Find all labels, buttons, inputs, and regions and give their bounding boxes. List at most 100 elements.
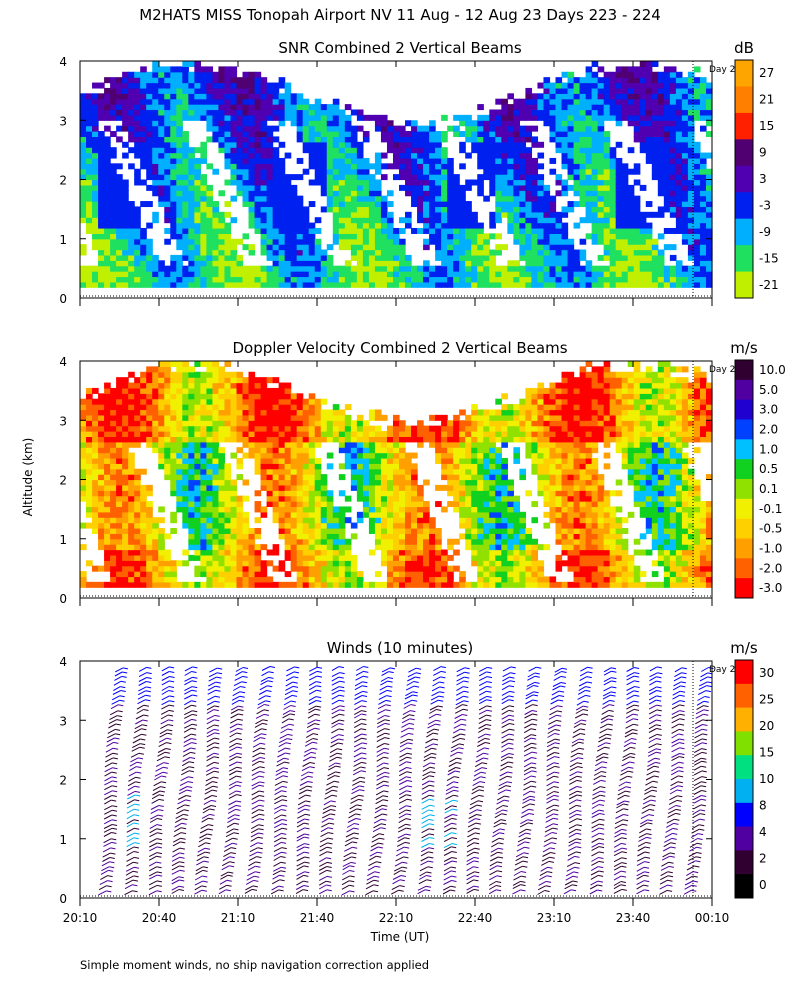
heatmap-cell	[555, 174, 563, 181]
heatmap-cell	[338, 238, 346, 245]
heatmap-cell	[663, 157, 671, 164]
heatmap-cell	[170, 114, 177, 121]
heatmap-cell	[489, 184, 496, 191]
heatmap-cell	[122, 495, 129, 502]
heatmap-cell	[296, 554, 304, 561]
heatmap-cell	[290, 565, 298, 572]
heatmap-cell	[356, 109, 364, 116]
heatmap-cell	[188, 276, 195, 283]
heatmap-cell	[200, 281, 207, 288]
heatmap-cell	[525, 190, 533, 197]
heatmap-cell	[230, 452, 238, 459]
heatmap-cell	[326, 565, 334, 572]
heatmap-cell	[176, 382, 183, 389]
heatmap-cell	[224, 120, 232, 127]
heatmap-cell	[212, 87, 220, 94]
heatmap-cell	[543, 244, 551, 251]
heatmap-cell	[356, 190, 364, 197]
heatmap-cell	[669, 201, 677, 208]
heatmap-cell	[362, 249, 370, 256]
heatmap-cell	[284, 538, 292, 545]
heatmap-cell	[585, 147, 593, 154]
heatmap-cell	[212, 131, 220, 138]
heatmap-cell	[86, 404, 93, 411]
heatmap-cell	[176, 227, 183, 234]
heatmap-cell	[308, 163, 316, 170]
heatmap-cell	[368, 217, 376, 224]
heatmap-cell	[140, 238, 147, 245]
heatmap-cell	[176, 506, 183, 513]
heatmap-cell	[693, 141, 701, 148]
heatmap-cell	[128, 382, 135, 389]
heatmap-cell	[525, 114, 533, 121]
heatmap-cell	[170, 77, 177, 84]
heatmap-cell	[104, 238, 111, 245]
heatmap-cell	[152, 431, 159, 438]
heatmap-cell	[435, 190, 442, 197]
heatmap-cell	[338, 560, 346, 567]
heatmap-cell	[230, 581, 238, 588]
heatmap-cell	[639, 136, 647, 143]
heatmap-cell	[206, 163, 214, 170]
heatmap-cell	[555, 147, 563, 154]
heatmap-cell	[489, 147, 496, 154]
heatmap-cell	[134, 387, 141, 394]
heatmap-cell	[176, 361, 183, 367]
heatmap-cell	[176, 420, 183, 427]
heatmap-cell	[290, 468, 298, 475]
heatmap-cell	[495, 120, 502, 127]
heatmap-cell	[92, 227, 99, 234]
heatmap-cell	[260, 222, 268, 229]
heatmap-cell	[681, 163, 689, 170]
heatmap-cell	[669, 77, 677, 84]
heatmap-cell	[230, 271, 238, 278]
heatmap-cell	[188, 479, 195, 486]
heatmap-cell	[338, 276, 346, 283]
heatmap-cell	[639, 265, 647, 272]
heatmap-cell	[350, 168, 358, 175]
heatmap-cell	[92, 114, 99, 121]
heatmap-cell	[386, 533, 394, 540]
heatmap-cell	[188, 452, 195, 459]
heatmap-cell	[362, 168, 370, 175]
heatmap-cell	[284, 398, 292, 405]
heatmap-cell	[152, 409, 159, 416]
heatmap-cell	[633, 276, 641, 283]
heatmap-cell	[248, 168, 256, 175]
heatmap-cell	[477, 184, 484, 191]
heatmap-cell	[501, 98, 508, 105]
heatmap-cell	[158, 87, 165, 94]
heatmap-cell	[543, 201, 551, 208]
heatmap-cell	[206, 120, 214, 127]
heatmap-cell	[344, 260, 352, 267]
heatmap-cell	[332, 533, 340, 540]
heatmap-cell	[399, 147, 406, 154]
heatmap-cell	[483, 136, 490, 143]
heatmap-cell	[218, 249, 226, 256]
heatmap-cell	[248, 527, 256, 534]
heatmap-cell	[561, 152, 569, 159]
heatmap-cell	[110, 517, 117, 524]
heatmap-cell	[188, 211, 195, 218]
heatmap-cell	[326, 495, 334, 502]
heatmap-cell	[254, 93, 262, 100]
heatmap-cell	[206, 511, 214, 518]
heatmap-cell	[206, 387, 214, 394]
heatmap-cell	[200, 265, 207, 272]
heatmap-cell	[266, 217, 274, 224]
heatmap-cell	[254, 436, 262, 443]
heatmap-cell	[254, 179, 262, 186]
heatmap-cell	[278, 479, 286, 486]
heatmap-cell	[218, 66, 226, 73]
heatmap-cell	[705, 281, 713, 288]
heatmap-cell	[525, 136, 533, 143]
heatmap-cell	[116, 414, 123, 421]
heatmap-cell	[104, 452, 111, 459]
heatmap-cell	[80, 420, 87, 427]
heatmap-cell	[110, 152, 117, 159]
heatmap-cell	[507, 211, 514, 218]
heatmap-cell	[152, 152, 159, 159]
heatmap-cell	[579, 281, 587, 288]
heatmap-cell	[326, 179, 334, 186]
heatmap-cell	[182, 371, 189, 378]
